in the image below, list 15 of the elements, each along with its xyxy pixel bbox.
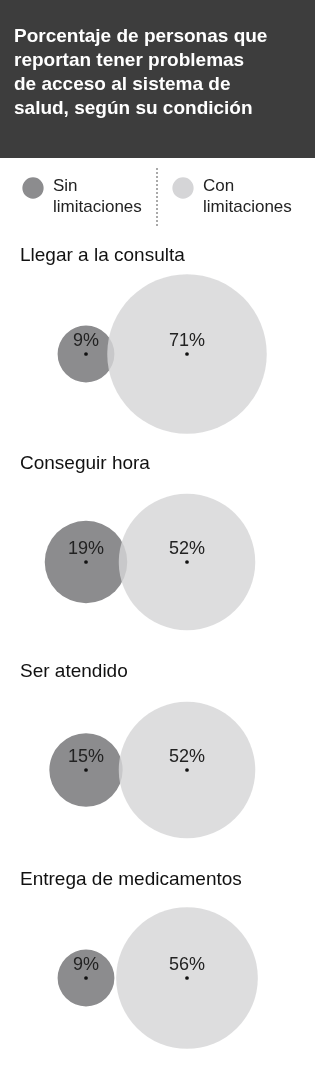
data-label: 52% [168,538,206,558]
text: Conseguir hora [20,452,151,473]
data-label: 71% [168,330,206,350]
data-label: 56% [168,954,206,974]
data-label: 15% [67,746,105,766]
category-label: Con limitaciones [203,176,292,216]
data-label: 52% [168,746,206,766]
data-label: 19% [67,538,105,558]
text: Porcentaje de personas que reportan tener problemas de acceso al sistema de salud, según su condición [14,25,268,118]
text: Entrega de medicamentos [20,868,242,889]
data-label: 9% [72,954,100,974]
data-label: 9% [72,330,100,350]
text: Ser atendido [20,660,128,681]
text: Llegar a la consulta [20,244,186,265]
category-label: Sin limitaciones [53,176,142,216]
